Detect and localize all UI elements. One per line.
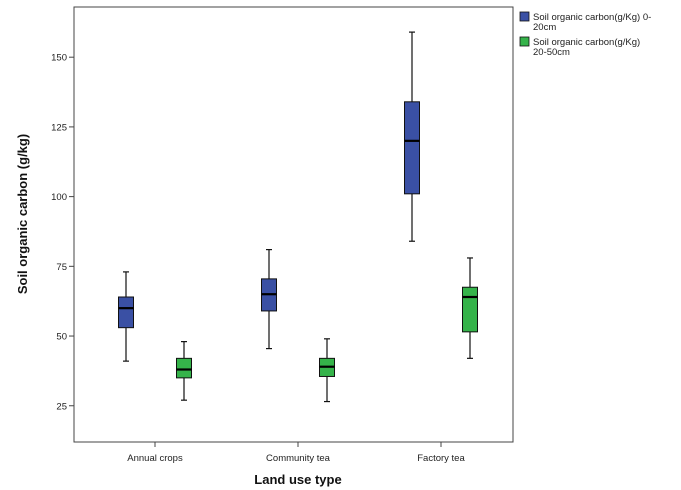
x-tick-label: Factory tea xyxy=(417,453,465,464)
x-tick-label: Community tea xyxy=(266,453,331,464)
iqr-box xyxy=(404,101,420,195)
box-2-3 xyxy=(462,257,478,359)
iqr-box xyxy=(118,296,134,329)
legend-label: Soil organic carbon(g/Kg) xyxy=(533,37,640,48)
box-1-3 xyxy=(404,31,420,242)
legend-label: 20cm xyxy=(533,22,556,33)
box-2-2 xyxy=(319,338,335,403)
y-tick-label: 125 xyxy=(51,122,67,133)
box-1-2 xyxy=(261,248,277,350)
box-series-group xyxy=(118,31,478,403)
y-tick-label: 100 xyxy=(51,192,67,203)
y-tick-label: 75 xyxy=(56,262,67,273)
iqr-box xyxy=(462,286,478,333)
y-axis: 25 50 75 100 125 150 xyxy=(51,53,74,412)
y-tick-label: 50 xyxy=(56,332,67,343)
x-axis: Annual crops Community tea Factory tea xyxy=(127,442,465,464)
legend-label: 20-50cm xyxy=(533,47,570,58)
legend-swatch xyxy=(519,36,530,47)
legend: Soil organic carbon(g/Kg) 0-20cm Soil org… xyxy=(519,11,651,58)
legend-label: Soil organic carbon(g/Kg) 0- xyxy=(533,12,651,23)
box-2-1 xyxy=(176,341,192,401)
plot-area-frame xyxy=(73,6,514,443)
iqr-box xyxy=(176,357,192,379)
box-1-1 xyxy=(118,271,134,362)
y-axis-title: Soil organic carbon (g/kg) xyxy=(15,134,30,294)
x-tick-label: Annual crops xyxy=(127,453,183,464)
y-tick-label: 25 xyxy=(56,401,67,412)
x-axis-title: Land use type xyxy=(254,472,341,487)
y-tick-label: 150 xyxy=(51,53,67,64)
legend-swatch xyxy=(519,11,530,22)
